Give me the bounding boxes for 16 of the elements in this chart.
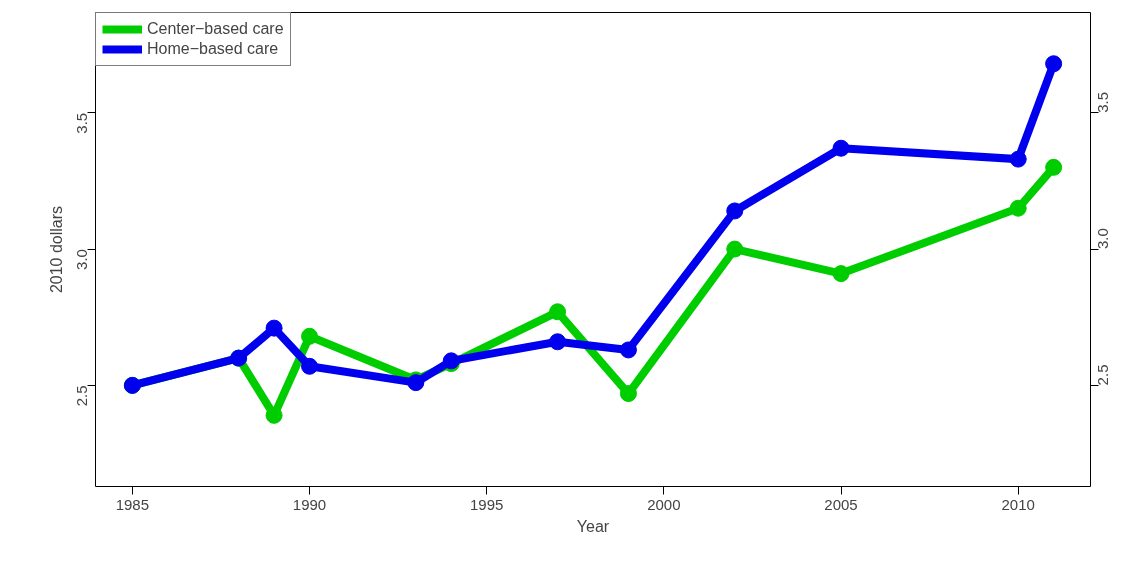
x-tick-label: 1995: [470, 495, 504, 513]
y-tick-label: 2.5: [73, 385, 91, 407]
legend-label: Center−based care: [147, 20, 284, 38]
x-tick-label: 2000: [647, 495, 681, 513]
x-tick-label: 2005: [824, 495, 858, 513]
y-axis-title: 2010 dollars: [47, 205, 65, 294]
y2-tick-label: 3.0: [1094, 228, 1112, 250]
x-tick-label: 1990: [292, 495, 327, 513]
y-tick-label: 3.5: [73, 112, 91, 134]
y2-tick-label: 2.5: [1094, 364, 1112, 386]
y-tick-label: 3.0: [73, 249, 91, 270]
x-tick-label: 1985: [115, 495, 150, 513]
x-tick-label: 2010: [1001, 495, 1035, 513]
legend-label: Home−based care: [147, 40, 279, 58]
y2-tick-label: 3.5: [1094, 91, 1112, 113]
x-axis-title: Year: [576, 517, 610, 535]
